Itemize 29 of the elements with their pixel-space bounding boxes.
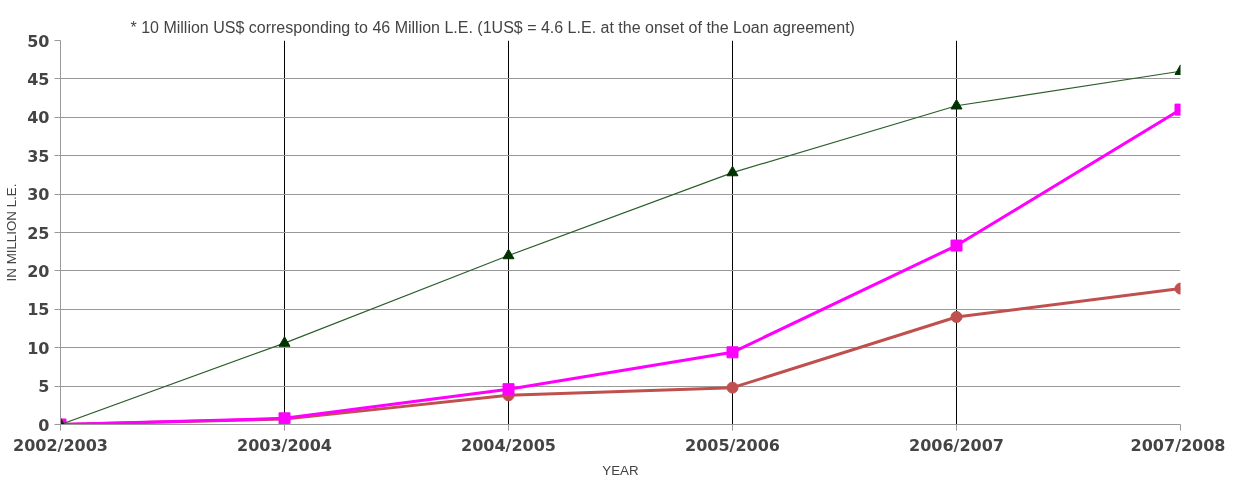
y-tick-label: 0: [38, 415, 50, 435]
point: [726, 381, 739, 394]
point: [278, 336, 291, 347]
point: [726, 165, 739, 177]
point: [950, 310, 963, 323]
point: [726, 346, 739, 359]
point: [950, 239, 963, 252]
y-tick-label: 25: [27, 223, 50, 243]
x-tick-label: 2003/2004: [237, 435, 332, 455]
point: [950, 98, 963, 110]
y-axis-title: IN MILLION L.E.: [4, 183, 20, 282]
y-tick-label: 15: [27, 300, 50, 320]
y-tick-label: 50: [27, 31, 50, 51]
y-tick-label: 40: [27, 108, 50, 128]
x-tick-label: 2002/2003: [13, 435, 108, 455]
point: [502, 383, 515, 396]
x-axis-title: YEAR: [602, 462, 639, 478]
y-tick-label: 20: [27, 261, 50, 281]
y-tick-label: 45: [27, 69, 50, 89]
y-tick-label: 10: [27, 338, 50, 358]
x-tick-label: 2004/2005: [461, 435, 556, 455]
x-tick-label: 2007/2008: [1130, 435, 1226, 455]
x-tick-label: 2006/2007: [909, 435, 1004, 455]
point: [502, 248, 515, 260]
y-tick-label: 5: [38, 377, 50, 397]
y-tick-label: 35: [27, 146, 50, 166]
y-tick-label: 30: [27, 185, 50, 205]
text: * 10 Million US$ corresponding to 46 Million L.E. (1US$ = 4.6 L.E. at the onset of the Loan agreement): [130, 18, 855, 36]
x-tick-label: 2005/2006: [685, 435, 780, 455]
